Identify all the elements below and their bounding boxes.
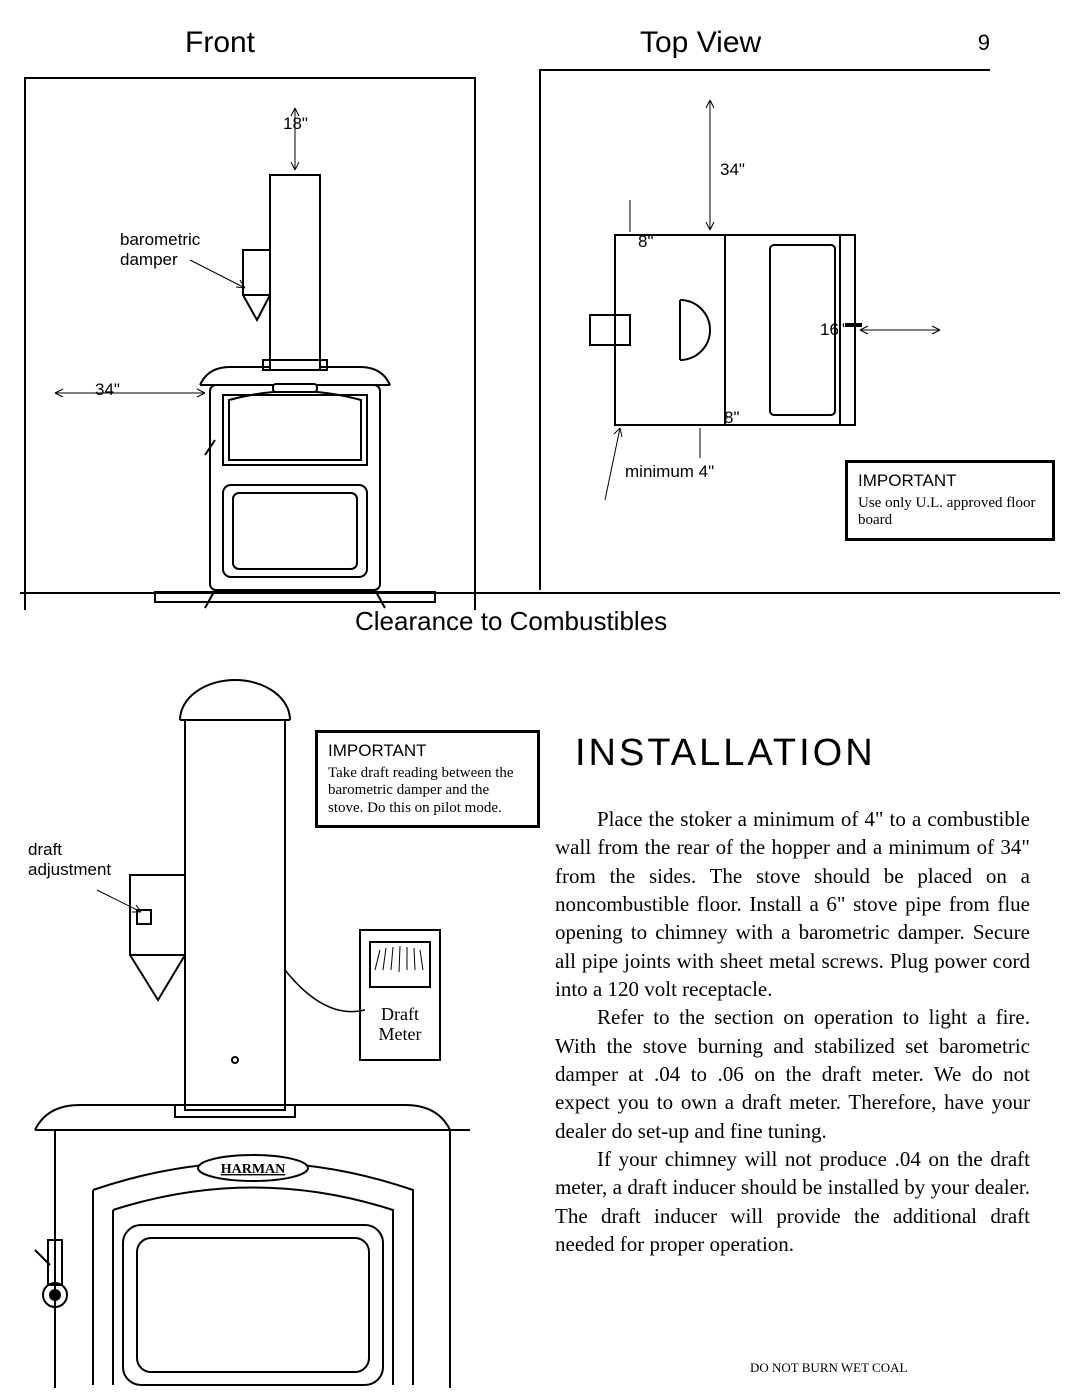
- footer-note: DO NOT BURN WET COAL: [750, 1360, 907, 1376]
- dim-top-min: minimum 4": [625, 462, 714, 482]
- floor-board-callout-body: Use only U.L. approved floor board: [858, 495, 1042, 530]
- draft-reading-callout-body: Take draft reading between the barometri…: [328, 765, 527, 817]
- installation-p3: If your chimney will not produce .04 on …: [555, 1145, 1030, 1258]
- draft-reading-callout: IMPORTANT Take draft reading between the…: [315, 730, 540, 828]
- dim-top-lower: 8": [724, 408, 740, 428]
- clearance-title: Clearance to Combustibles: [355, 606, 667, 637]
- barometric-damper-label: barometric damper: [120, 230, 200, 269]
- front-view-diagram: [15, 60, 495, 620]
- page-number: 9: [978, 30, 990, 56]
- divider-line: [20, 592, 1060, 594]
- installation-body: Place the stoker a minimum of 4" to a co…: [555, 805, 1030, 1259]
- installation-p1: Place the stoker a minimum of 4" to a co…: [555, 805, 1030, 1003]
- floor-board-callout: IMPORTANT Use only U.L. approved floor b…: [845, 460, 1055, 541]
- harman-nameplate: HARMAN: [221, 1162, 286, 1177]
- floor-board-callout-title: IMPORTANT: [858, 471, 1042, 491]
- dim-top-upper: 8": [638, 232, 654, 252]
- draft-meter-text2: Meter: [379, 1024, 422, 1044]
- draft-reading-callout-title: IMPORTANT: [328, 741, 527, 761]
- front-view-label: Front: [185, 26, 255, 60]
- draft-adjustment-label: draft adjustment: [28, 840, 111, 879]
- dim-front-side: 34": [95, 380, 120, 400]
- top-view-label: Top View: [640, 26, 761, 60]
- draft-meter-text1: Draft: [381, 1004, 419, 1024]
- installation-heading: INSTALLATION: [575, 732, 876, 775]
- dim-front-top: 18": [283, 114, 308, 134]
- dim-top-top: 34": [720, 160, 745, 180]
- installation-p2: Refer to the section on operation to lig…: [555, 1003, 1030, 1145]
- dim-top-right: 16": [820, 320, 845, 340]
